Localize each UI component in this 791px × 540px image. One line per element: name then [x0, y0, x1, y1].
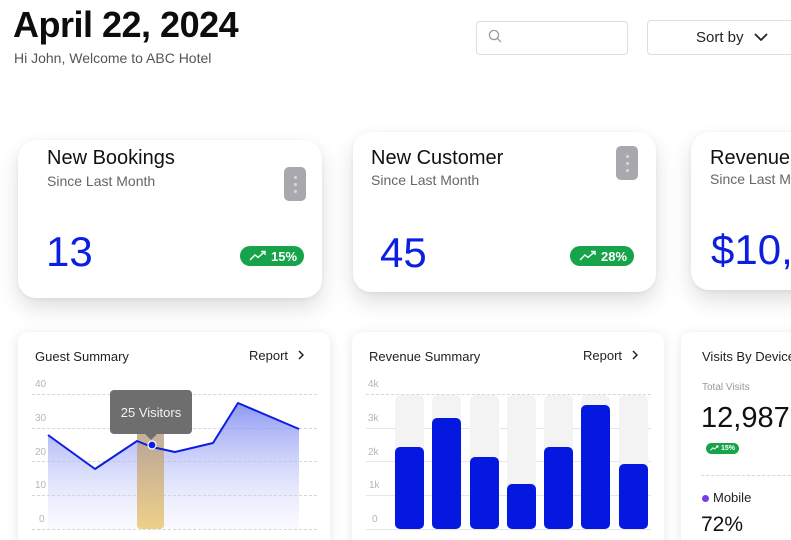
visits-by-device-panel: Visits By Device Total Visits 12,987 15%…: [681, 332, 791, 540]
guest-area-chart: [47, 402, 300, 529]
gridline: [366, 394, 651, 395]
y-tick: 20: [35, 447, 47, 458]
y-tick: 0: [372, 514, 378, 525]
stat-value: $10,: [711, 226, 791, 273]
panel-title: Visits By Device: [702, 349, 791, 364]
revenue-summary-panel: Revenue Summary Report 4k 3k 2k 1k 0: [352, 332, 664, 540]
revenue-bar[interactable]: [507, 484, 536, 529]
y-tick: 2k: [368, 447, 379, 458]
report-label: Report: [249, 348, 289, 363]
trend-value: 15%: [721, 445, 736, 452]
legend-value: 72%: [701, 513, 744, 536]
stat-card-new-customer: New Customer Since Last Month 45 28%: [353, 132, 656, 292]
y-tick: 1k: [369, 480, 380, 491]
search-field[interactable]: [508, 30, 628, 46]
report-label: Report: [583, 348, 623, 363]
revenue-bar[interactable]: [581, 405, 610, 529]
trend-value: 28%: [601, 248, 628, 264]
y-tick: 30: [35, 413, 47, 424]
sort-by-label: Sort by: [696, 29, 744, 46]
chevron-right-icon: [632, 348, 639, 363]
welcome-message: Hi John, Welcome to ABC Hotel: [14, 50, 212, 66]
trend-up-icon: [579, 249, 597, 264]
search-icon: [488, 29, 502, 48]
gridline: [366, 529, 651, 530]
stat-card-revenue: Revenue Since Last Month $10,: [691, 132, 791, 290]
y-tick: 0: [39, 514, 45, 525]
sort-by-dropdown[interactable]: Sort by: [647, 20, 791, 55]
mobile-legend-dot: [702, 495, 709, 502]
stat-value: 45: [380, 229, 427, 276]
revenue-bar[interactable]: [432, 418, 461, 529]
stat-card-new-bookings: New Bookings Since Last Month 13 15%: [18, 140, 322, 298]
total-visits-label: Total Visits: [702, 382, 750, 393]
page-title: April 22, 2024: [13, 4, 239, 45]
more-options-button[interactable]: [284, 167, 306, 201]
y-tick: 4k: [368, 379, 379, 390]
stat-subtitle: Since Last Month: [710, 171, 791, 187]
stat-title: Revenue: [710, 147, 791, 169]
y-tick: 40: [35, 379, 47, 390]
legend-label: Mobile: [713, 490, 752, 505]
chevron-down-icon: [744, 29, 768, 46]
guest-summary-panel: Guest Summary Report 40 30 20 10 0 25 Vi…: [18, 332, 330, 540]
revenue-bar[interactable]: [619, 464, 648, 529]
tooltip-text: 25 Visitors: [120, 404, 182, 420]
more-options-button[interactable]: [616, 146, 638, 180]
y-tick: 3k: [368, 413, 379, 424]
stat-title: New Customer: [371, 147, 504, 169]
trend-badge: 15%: [706, 443, 740, 454]
trend-up-icon: [249, 249, 267, 264]
trend-value: 15%: [271, 248, 298, 264]
trend-up-icon: [710, 445, 719, 453]
stat-subtitle: Since Last Month: [47, 173, 156, 189]
gridline: [32, 529, 317, 530]
trend-badge: 15%: [240, 246, 305, 266]
revenue-bar[interactable]: [395, 447, 424, 529]
stat-subtitle: Since Last Month: [371, 172, 480, 188]
stat-title: New Bookings: [47, 147, 175, 169]
total-visits-value: 12,987: [701, 402, 790, 434]
y-tick: 10: [35, 480, 47, 491]
chevron-right-icon: [298, 348, 305, 363]
revenue-bar[interactable]: [470, 457, 499, 529]
search-input[interactable]: [476, 21, 628, 55]
revenue-report-link[interactable]: Report: [583, 348, 639, 363]
revenue-bar[interactable]: [544, 447, 573, 529]
panel-title: Revenue Summary: [369, 349, 481, 364]
divider: [701, 475, 791, 476]
stat-value: 13: [46, 228, 93, 275]
chart-tooltip: 25 Visitors: [110, 390, 192, 440]
trend-badge: 28%: [570, 246, 635, 266]
panel-title: Guest Summary: [35, 349, 129, 364]
guest-report-link[interactable]: Report: [249, 348, 305, 363]
